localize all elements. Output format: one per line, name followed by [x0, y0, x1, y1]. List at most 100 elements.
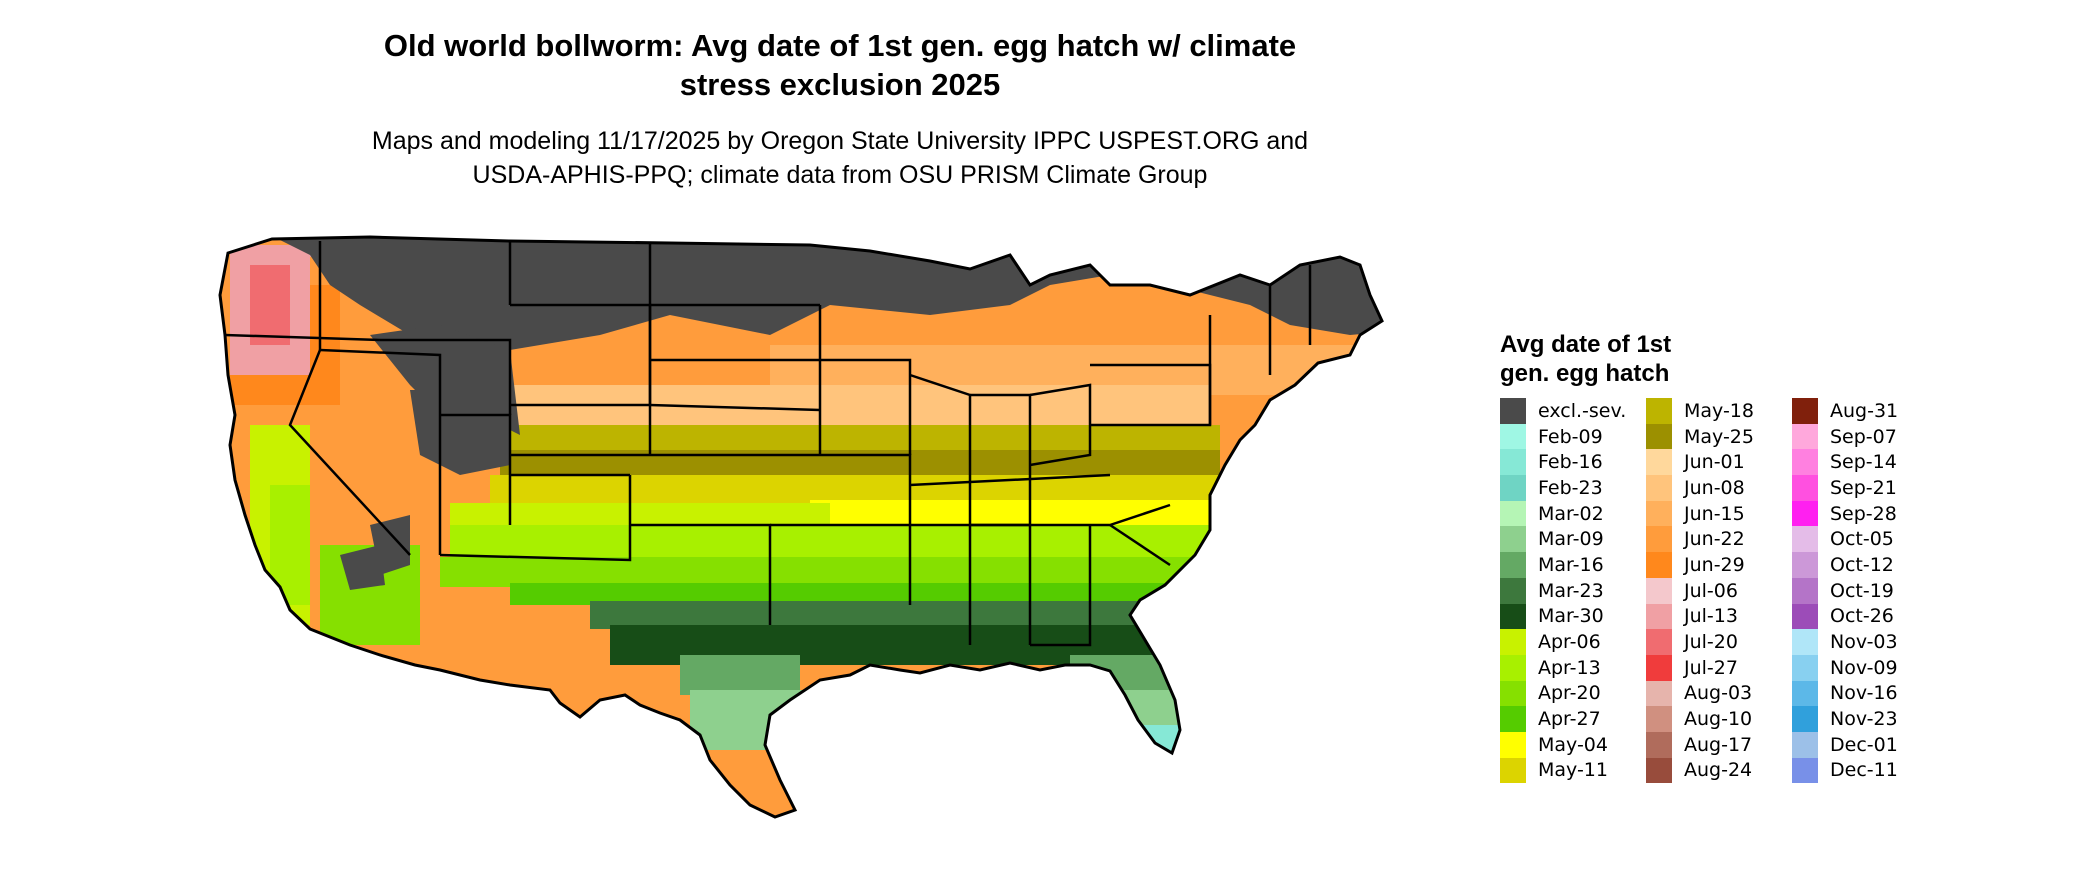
legend-swatch [1792, 731, 1818, 758]
legend-swatch [1500, 475, 1526, 501]
legend-item: Jul-13 [1646, 603, 1776, 630]
legend-item: Aug-31 [1792, 398, 1922, 424]
legend-item: Mar-30 [1500, 603, 1630, 630]
legend-label: Nov-03 [1830, 631, 1898, 654]
legend-swatch [1646, 577, 1672, 604]
legend-swatch [1646, 500, 1672, 527]
legend-swatch [1792, 629, 1818, 655]
legend-label: Jun-29 [1684, 553, 1745, 576]
legend-label: Aug-03 [1684, 682, 1753, 705]
legend-swatch [1500, 577, 1526, 604]
legend-label: excl.-sev. [1538, 399, 1627, 422]
legend-item: May-04 [1500, 731, 1630, 758]
legend-label: Feb-16 [1538, 451, 1603, 474]
legend-title-line1: Avg date of 1st [1500, 331, 1672, 358]
legend-label: Apr-13 [1538, 656, 1601, 679]
legend-label: May-25 [1684, 425, 1754, 448]
legend-item: Dec-01 [1792, 731, 1922, 758]
legend-item: Apr-20 [1500, 680, 1630, 707]
legend-swatch [1792, 654, 1818, 681]
legend-item: Feb-16 [1500, 449, 1630, 476]
map-title: Old world bollworm: Avg date of 1st gen.… [280, 26, 1400, 104]
legend-label: Apr-06 [1538, 631, 1601, 654]
us-map [218, 235, 1384, 819]
legend-swatch [1792, 680, 1818, 707]
legend-item: Oct-19 [1792, 577, 1922, 604]
legend-columns: excl.-sev. Feb-09 Feb-16 Feb-23 Mar-02 Mar-09… [1500, 398, 1938, 784]
legend-label: Sep-28 [1830, 502, 1897, 525]
legend-swatch [1646, 423, 1672, 450]
legend-swatch [1646, 552, 1672, 578]
legend-item: May-25 [1646, 423, 1776, 450]
legend-label: Apr-27 [1538, 708, 1601, 731]
legend-swatch [1792, 398, 1818, 424]
legend-label: Jun-01 [1684, 451, 1745, 474]
legend-label: Sep-07 [1830, 425, 1897, 448]
legend-swatch [1500, 629, 1526, 655]
legend-item: Sep-14 [1792, 449, 1922, 476]
legend-label: Aug-17 [1684, 733, 1753, 756]
legend-label: Nov-16 [1830, 682, 1898, 705]
legend-swatch [1792, 757, 1818, 784]
legend-label: Feb-23 [1538, 476, 1603, 499]
legend-item: Feb-09 [1500, 423, 1630, 450]
legend-swatch [1792, 500, 1818, 527]
legend-item: Nov-03 [1792, 629, 1922, 655]
legend-swatch [1646, 398, 1672, 424]
legend-swatch [1500, 500, 1526, 527]
map-title-line1: Old world bollworm: Avg date of 1st gen.… [383, 28, 1297, 63]
legend-item: Mar-23 [1500, 577, 1630, 604]
legend-item: Jun-01 [1646, 449, 1776, 476]
legend-swatch [1792, 706, 1818, 732]
legend-swatch [1646, 706, 1672, 732]
legend-label: Jul-20 [1684, 631, 1738, 654]
legend-item: Apr-13 [1500, 654, 1630, 681]
legend-item: Aug-17 [1646, 731, 1776, 758]
legend-swatch [1500, 731, 1526, 758]
legend-item: Oct-12 [1792, 552, 1922, 578]
legend-item: Aug-10 [1646, 706, 1776, 732]
legend-item: Jul-27 [1646, 654, 1776, 681]
map-subtitle-line2: USDA-APHIS-PPQ; climate data from OSU PR… [472, 161, 1208, 189]
legend-label: Dec-11 [1830, 759, 1898, 782]
legend-swatch [1646, 475, 1672, 501]
legend-column: excl.-sev. Feb-09 Feb-16 Feb-23 Mar-02 Mar-09… [1500, 398, 1630, 784]
legend-item: Jul-06 [1646, 577, 1776, 604]
legend-swatch [1500, 526, 1526, 553]
legend-label: Mar-02 [1538, 502, 1604, 525]
map-title-line2: stress exclusion 2025 [679, 67, 1001, 102]
legend-item: Apr-06 [1500, 629, 1630, 655]
legend-item: May-11 [1500, 757, 1630, 784]
legend-swatch [1646, 526, 1672, 553]
legend-swatch [1500, 603, 1526, 630]
legend-swatch [1500, 398, 1526, 424]
legend-label: Dec-01 [1830, 733, 1898, 756]
legend-label: Sep-14 [1830, 451, 1897, 474]
legend-swatch [1792, 552, 1818, 578]
legend-label: Mar-16 [1538, 553, 1604, 576]
legend-item: Mar-02 [1500, 500, 1630, 527]
legend-label: May-11 [1538, 759, 1608, 782]
legend-item: Jun-08 [1646, 475, 1776, 501]
legend-label: Jul-13 [1684, 605, 1738, 628]
legend-swatch [1646, 603, 1672, 630]
legend-item: Oct-05 [1792, 526, 1922, 553]
legend-swatch [1500, 552, 1526, 578]
legend-item: Sep-28 [1792, 500, 1922, 527]
map-subtitle: Maps and modeling 11/17/2025 by Oregon S… [280, 124, 1400, 192]
legend-column: May-18 May-25 Jun-01 Jun-08 Jun-15 Jun-22 Jun-… [1646, 398, 1776, 784]
legend-swatch [1792, 577, 1818, 604]
legend-swatch [1646, 449, 1672, 476]
state-borders [224, 241, 1312, 647]
legend-title-line2: gen. egg hatch [1500, 360, 1670, 387]
legend-label: Oct-05 [1830, 528, 1894, 551]
legend-item: Apr-27 [1500, 706, 1630, 732]
legend-item: Nov-23 [1792, 706, 1922, 732]
legend-swatch [1792, 449, 1818, 476]
legend-item: Mar-16 [1500, 552, 1630, 578]
legend-label: Oct-26 [1830, 605, 1894, 628]
legend-label: Oct-19 [1830, 579, 1894, 602]
legend-swatch [1500, 680, 1526, 707]
legend-item: Sep-07 [1792, 423, 1922, 450]
legend-swatch [1646, 629, 1672, 655]
